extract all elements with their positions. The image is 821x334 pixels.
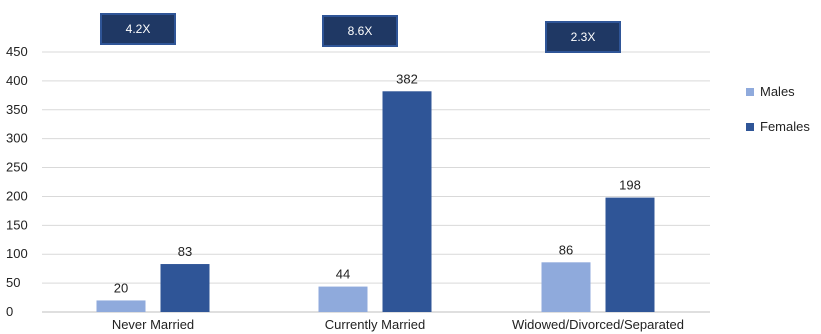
data-label: 20	[114, 280, 128, 295]
y-tick-label: 350	[6, 102, 28, 117]
y-tick-label: 200	[6, 188, 28, 203]
x-tick-label: Currently Married	[325, 317, 425, 332]
data-label: 382	[396, 71, 418, 86]
bar-males	[541, 262, 591, 312]
data-label: 83	[178, 244, 192, 259]
y-tick-label: 400	[6, 73, 28, 88]
x-tick-label: Widowed/Divorced/Separated	[512, 317, 684, 332]
bar-males	[318, 286, 368, 312]
ratio-label: 8.6X	[348, 24, 373, 38]
bar-females	[382, 91, 432, 313]
legend-swatch-males	[746, 88, 754, 96]
y-tick-label: 100	[6, 246, 28, 261]
bar-females	[160, 264, 210, 312]
y-tick-label: 450	[6, 44, 28, 59]
ratio-label: 2.3X	[571, 30, 596, 44]
ratio-annotations: 4.2X 8.6X 2.3X	[100, 13, 621, 53]
bar-females	[605, 197, 655, 312]
legend-swatch-females	[746, 123, 754, 131]
ratio-box	[545, 21, 621, 53]
data-label: 86	[559, 242, 573, 257]
y-tick-label: 300	[6, 131, 28, 146]
y-tick-label: 0	[6, 304, 13, 319]
legend-label-males: Males	[760, 84, 795, 99]
legend-label-females: Females	[760, 119, 810, 134]
legend: Males Females	[746, 84, 810, 134]
x-axis: Never Married Currently Married Widowed/Di…	[112, 317, 684, 332]
ratio-label: 4.2X	[126, 22, 151, 36]
x-tick-label: Never Married	[112, 317, 194, 332]
ratio-box	[322, 15, 398, 47]
y-tick-label: 50	[6, 275, 20, 290]
y-tick-label: 150	[6, 217, 28, 232]
data-label: 44	[336, 267, 350, 282]
y-axis: 0 50 100 150 200 250 300 350 400 450	[6, 44, 28, 319]
ratio-box	[100, 13, 176, 45]
data-labels: 20 83 44 382 86 198	[114, 71, 641, 295]
bar-males	[96, 300, 146, 312]
y-tick-label: 250	[6, 160, 28, 175]
bars	[96, 91, 655, 313]
data-label: 198	[619, 178, 641, 193]
